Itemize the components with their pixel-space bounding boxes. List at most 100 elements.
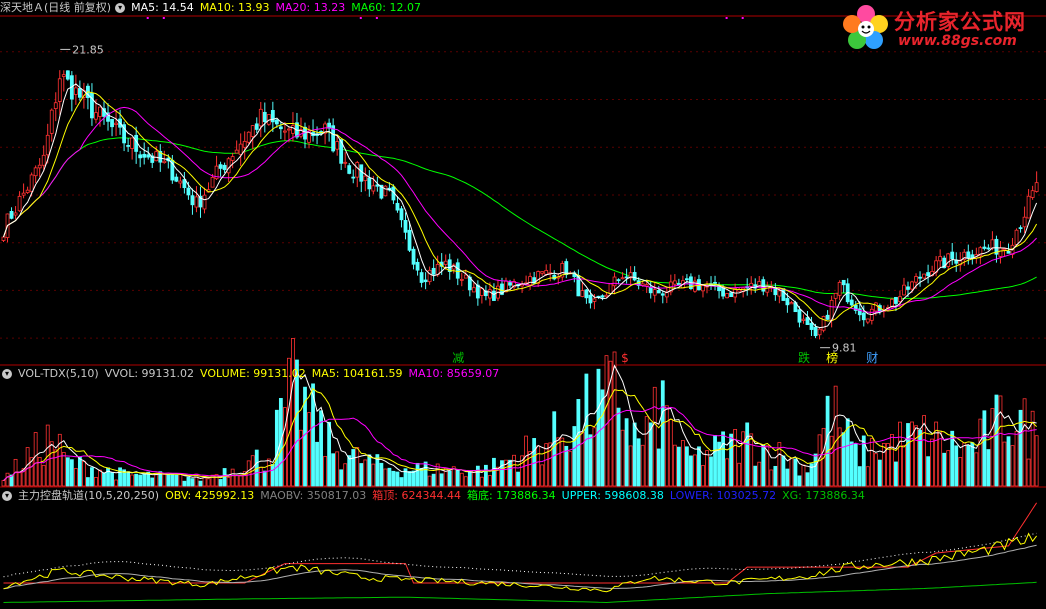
candle-body (403, 220, 408, 233)
volume-bar (475, 465, 480, 487)
vol-indicator-1: VOLUME: 99131.02 (200, 367, 306, 380)
candle-body (299, 129, 303, 137)
settings-circle-icon[interactable]: ▾ (115, 3, 126, 13)
signal-marker-1: $ (621, 351, 629, 365)
candle-body (270, 110, 275, 123)
volume-bar (886, 443, 890, 487)
candle-body (21, 192, 26, 196)
volume-bar (242, 471, 247, 487)
volume-bar (765, 445, 770, 487)
candle-body (841, 279, 846, 286)
candle-body (632, 272, 637, 281)
candle-body (540, 271, 545, 274)
volume-bar (636, 438, 641, 487)
candle-body (849, 299, 854, 306)
candle-body (287, 128, 291, 131)
candle-body (198, 195, 203, 208)
volume-bar (966, 445, 971, 487)
volume-bar (644, 416, 649, 487)
volume-bar (994, 394, 999, 487)
volume-bar (1018, 409, 1023, 487)
candle-body (797, 309, 802, 323)
volume-bar (69, 459, 74, 487)
candle-body (475, 284, 480, 299)
candle-body (379, 184, 384, 199)
volume-bar (954, 445, 959, 487)
volume-bar (829, 435, 834, 487)
volume-bar (130, 474, 135, 487)
volume-bar (126, 471, 131, 487)
candle-body (982, 246, 987, 249)
candle-body (17, 195, 22, 212)
volume-bar (656, 448, 661, 487)
volume-bar (299, 429, 303, 487)
volume-bar (291, 338, 295, 487)
volume-bar (685, 446, 689, 487)
candle-body (873, 302, 878, 312)
candle-body (813, 326, 818, 337)
candle-body (660, 293, 665, 296)
volume-bar (150, 477, 155, 487)
volume-bar (813, 453, 818, 487)
candle-body (532, 277, 537, 284)
volume-bar (845, 418, 850, 487)
vol-ma10-line (3, 387, 1037, 481)
candle-body (1, 236, 6, 241)
candle-body (894, 296, 898, 304)
volume-bar (596, 368, 601, 487)
volume-bar (793, 458, 798, 487)
volume-bar (837, 427, 842, 487)
volume-bar (753, 465, 758, 487)
volume-bar (749, 433, 754, 487)
volume-bar (592, 427, 597, 487)
candle-body (154, 151, 159, 162)
candle-body (801, 318, 806, 321)
volume-bar (668, 418, 673, 487)
candle-body (178, 180, 183, 184)
volume-bar (877, 459, 882, 487)
candle-body (33, 167, 38, 177)
volume-bar (604, 355, 609, 487)
candle-body (592, 298, 597, 302)
volume-bar (532, 438, 537, 487)
candle-body (455, 262, 460, 279)
candle-body (600, 295, 605, 298)
volume-bar (307, 412, 311, 487)
volume-bar (934, 421, 939, 487)
volume-bar (516, 471, 520, 487)
volume-bar (709, 456, 713, 487)
volume-bar (351, 449, 356, 487)
candle-body (459, 279, 464, 281)
volume-bar (146, 471, 151, 487)
volume-bar (323, 456, 328, 487)
candle-body (222, 164, 227, 171)
candle-body (218, 164, 223, 169)
candle-body (359, 164, 364, 182)
volume-bar (861, 435, 866, 487)
candle-body (781, 288, 786, 301)
stock-title: 深天地Ａ(日线 前复权) (0, 1, 112, 14)
candle-body (942, 257, 947, 269)
candle-body (564, 261, 569, 276)
obv-settings-icon[interactable]: ▾ (2, 491, 12, 501)
volume-settings-icon[interactable]: ▾ (2, 369, 12, 379)
candle-body (278, 126, 283, 130)
volume-bar (781, 455, 786, 487)
volume-bar (262, 470, 267, 487)
ma-indicator-2: MA20: 13.23 (275, 1, 346, 14)
candle-body (584, 289, 589, 299)
volume-bar (1026, 458, 1031, 487)
volume-bar (488, 475, 492, 487)
volume-bar (154, 473, 159, 487)
volume-bar (1, 480, 6, 487)
candle-body (777, 290, 782, 297)
volume-bar (689, 455, 693, 487)
candle-body (138, 154, 143, 159)
volume-bar (214, 474, 219, 487)
candle-body (580, 290, 585, 297)
volume-bar (946, 450, 951, 487)
candle-body (725, 293, 729, 299)
candle-body (355, 162, 360, 178)
ma-indicator-1: MA10: 13.93 (199, 1, 270, 14)
